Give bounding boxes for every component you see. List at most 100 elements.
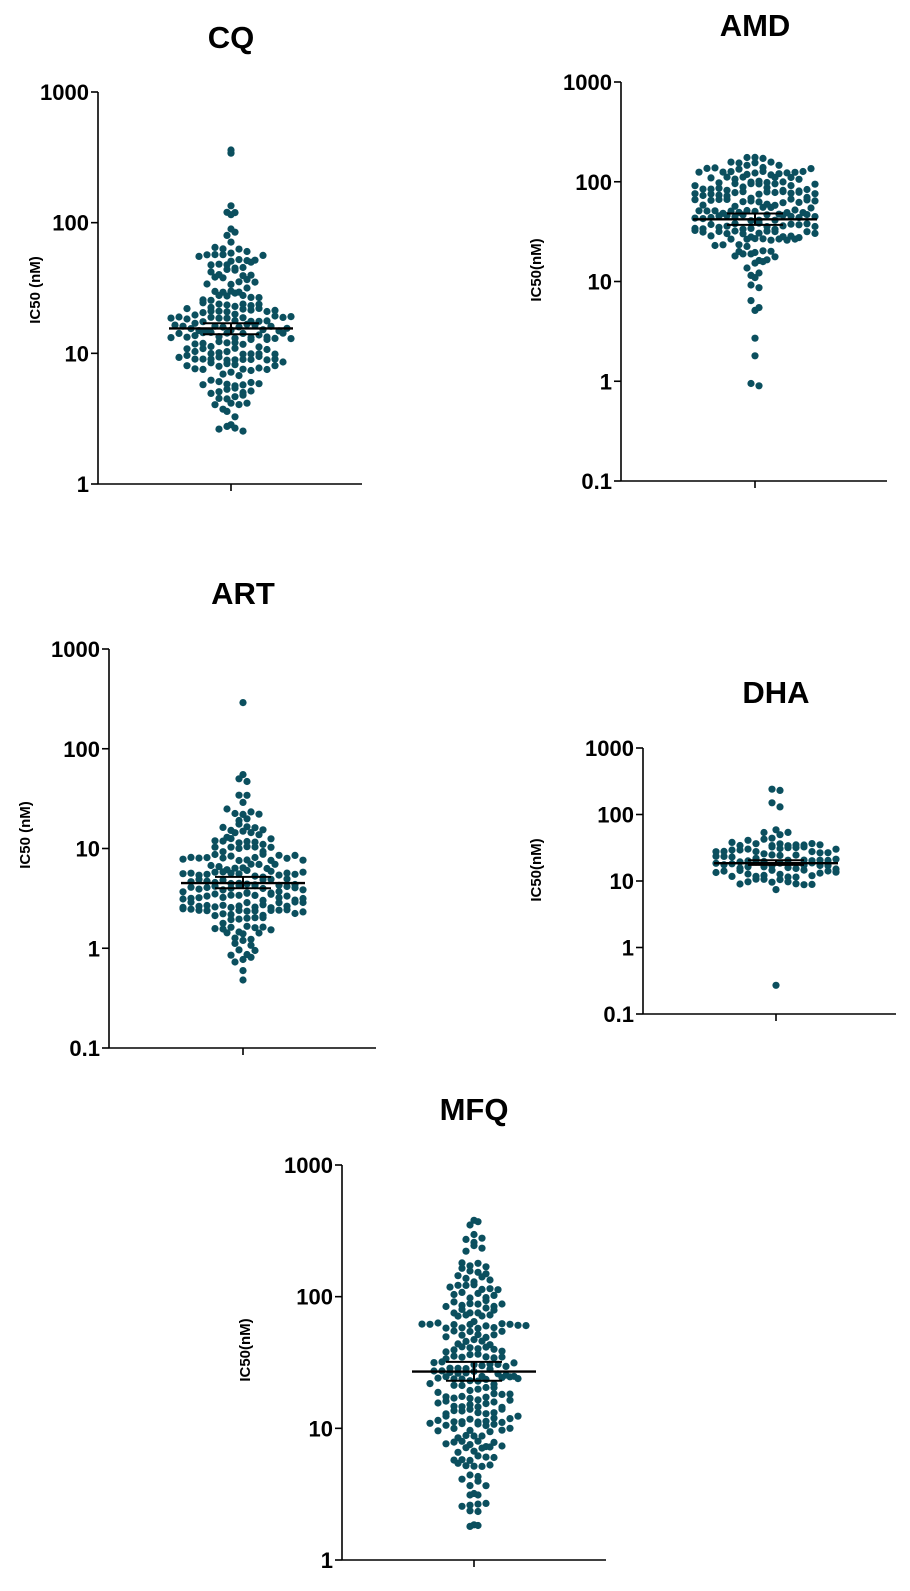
- data-point: [207, 349, 215, 358]
- data-point: [707, 220, 715, 229]
- data-point: [215, 394, 223, 402]
- data-point: [211, 890, 219, 898]
- data-point: [183, 315, 191, 323]
- data-point: [207, 376, 215, 384]
- data-point: [251, 946, 259, 955]
- data-point: [792, 844, 800, 852]
- data-point: [183, 333, 191, 341]
- data-point: [759, 247, 767, 255]
- data-point: [267, 906, 275, 915]
- data-point: [728, 846, 736, 854]
- data-point: [243, 889, 251, 897]
- y-tick-label: 0.1: [603, 1002, 634, 1027]
- data-point: [219, 370, 227, 378]
- data-point: [450, 1418, 458, 1426]
- data-point: [792, 864, 800, 873]
- data-point: [239, 930, 247, 938]
- data-point: [215, 314, 223, 322]
- data-point: [739, 211, 747, 219]
- data-point: [215, 378, 223, 386]
- data-point: [219, 245, 227, 253]
- data-point: [470, 1336, 478, 1344]
- data-point: [478, 1432, 486, 1440]
- y-tick-label: 1000: [284, 1153, 333, 1178]
- data-point: [183, 305, 191, 313]
- data-point: [490, 1306, 498, 1314]
- data-point: [255, 929, 263, 937]
- data-point: [707, 174, 715, 182]
- data-point: [744, 845, 752, 853]
- data-point: [807, 165, 815, 173]
- data-point: [299, 886, 307, 894]
- data-point: [720, 852, 728, 861]
- data-point: [760, 850, 768, 858]
- data-point: [808, 840, 816, 848]
- data-point: [747, 297, 755, 305]
- data-point: [811, 197, 819, 205]
- data-point: [227, 843, 235, 851]
- data-point: [490, 1390, 498, 1398]
- data-point: [739, 188, 747, 196]
- data-point: [219, 823, 227, 832]
- data-point: [763, 211, 771, 219]
- data-point: [811, 222, 819, 231]
- data-point: [466, 1300, 474, 1308]
- data-point: [719, 241, 727, 249]
- data-point: [466, 1267, 474, 1275]
- data-point: [751, 306, 759, 314]
- data-point: [755, 382, 763, 390]
- data-point: [227, 280, 235, 288]
- data-point: [803, 220, 811, 228]
- y-tick-label: 10: [76, 837, 100, 862]
- data-point: [490, 1354, 498, 1362]
- data-point: [712, 852, 720, 860]
- data-point: [458, 1343, 466, 1351]
- data-point: [462, 1444, 470, 1452]
- data-point: [283, 869, 291, 877]
- data-point: [239, 827, 247, 835]
- data-point: [442, 1397, 450, 1405]
- data-point: [478, 1234, 486, 1242]
- data-point: [768, 866, 776, 874]
- y-tick-label: 1: [600, 369, 612, 394]
- y-tick-label: 10: [588, 270, 612, 295]
- data-point: [223, 929, 231, 937]
- data-point: [811, 190, 819, 198]
- data-point: [779, 188, 787, 196]
- data-point: [482, 1422, 490, 1430]
- data-point: [231, 934, 239, 942]
- data-point: [791, 235, 799, 243]
- y-tick-label: 1000: [563, 70, 612, 95]
- data-point: [691, 214, 699, 222]
- data-point: [759, 203, 767, 211]
- data-point: [502, 1362, 510, 1370]
- data-point: [175, 329, 183, 337]
- data-point: [442, 1302, 450, 1311]
- data-point: [474, 1409, 482, 1417]
- data-point: [267, 890, 275, 898]
- data-point: [283, 906, 291, 914]
- data-point: [223, 339, 231, 347]
- data-point: [776, 786, 784, 795]
- data-point: [239, 967, 247, 975]
- data-point: [207, 313, 215, 321]
- data-point: [474, 1491, 482, 1499]
- data-point: [235, 906, 243, 915]
- data-point: [776, 844, 784, 853]
- data-point: [751, 352, 759, 360]
- data-point: [486, 1276, 494, 1284]
- data-point: [227, 249, 235, 257]
- data-point: [195, 875, 203, 884]
- data-point: [175, 313, 183, 321]
- data-point: [752, 848, 760, 856]
- data-point: [275, 894, 283, 902]
- y-tick-label: 100: [63, 737, 100, 762]
- data-point: [223, 301, 231, 309]
- y-tick-label: 1: [321, 1548, 333, 1573]
- dha-title: DHA: [742, 675, 809, 710]
- data-point: [239, 300, 247, 308]
- data-point: [739, 198, 747, 206]
- data-point: [776, 876, 784, 884]
- data-point: [227, 903, 235, 912]
